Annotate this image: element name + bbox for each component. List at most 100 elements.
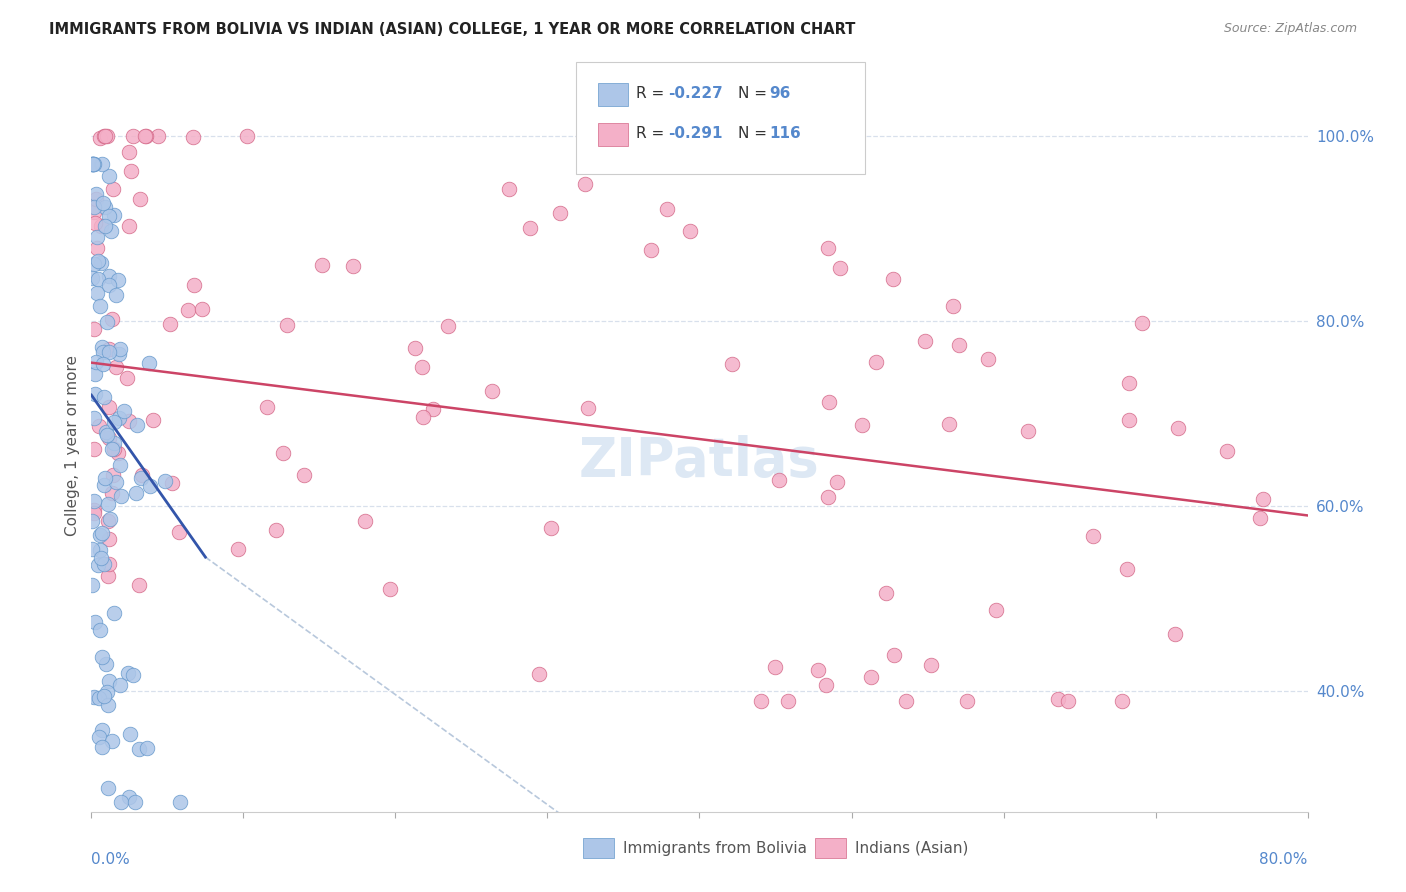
Point: [89, 130, 111, 145]
Point: [1166, 420, 1188, 434]
Point: [128, 741, 150, 756]
Point: [1216, 444, 1239, 458]
Point: [1130, 316, 1153, 330]
Point: [100, 486, 122, 500]
Point: [118, 219, 141, 234]
Point: [256, 400, 278, 414]
Point: [82, 271, 104, 285]
Point: [115, 370, 138, 384]
Point: [97, 278, 120, 293]
Point: [807, 663, 830, 677]
Point: [89, 299, 111, 313]
Point: [920, 658, 942, 673]
Point: [98, 343, 121, 357]
Point: [97, 569, 120, 583]
Point: [378, 582, 401, 596]
Point: [169, 796, 191, 810]
Point: [825, 475, 848, 490]
Point: [96, 657, 118, 671]
Point: [118, 414, 141, 428]
Point: [112, 403, 135, 417]
Text: N =: N =: [738, 127, 772, 141]
Point: [97, 169, 120, 183]
Point: [129, 192, 152, 206]
Text: 96: 96: [769, 87, 790, 101]
Point: [292, 468, 315, 483]
Point: [98, 557, 121, 571]
Point: [82, 156, 104, 170]
Text: 0.0%: 0.0%: [91, 852, 131, 867]
Point: [93, 477, 115, 491]
Point: [84, 192, 107, 206]
Point: [110, 796, 132, 810]
Point: [875, 586, 897, 600]
Point: [87, 691, 110, 706]
Point: [84, 187, 107, 202]
Point: [938, 417, 960, 431]
Point: [82, 541, 104, 556]
Point: [412, 409, 434, 424]
Text: R =: R =: [636, 127, 669, 141]
Point: [101, 442, 124, 456]
Point: [574, 177, 596, 191]
Point: [83, 506, 105, 520]
Point: [107, 273, 129, 287]
Point: [883, 648, 905, 662]
Point: [120, 164, 142, 178]
Point: [422, 402, 444, 417]
Point: [101, 182, 124, 196]
Point: [82, 514, 104, 528]
Point: [882, 272, 904, 286]
Point: [82, 156, 104, 170]
Point: [91, 156, 114, 170]
Point: [104, 475, 127, 489]
Point: [96, 685, 118, 699]
Point: [86, 241, 108, 255]
Point: [94, 200, 117, 214]
Point: [131, 468, 153, 483]
Point: [83, 200, 105, 214]
Point: [404, 341, 426, 355]
Point: [103, 435, 125, 450]
Point: [818, 395, 841, 409]
Point: [342, 259, 364, 273]
Point: [90, 723, 112, 738]
Point: [720, 357, 742, 371]
Point: [108, 342, 131, 356]
Point: [436, 318, 458, 333]
Point: [817, 241, 839, 255]
Point: [83, 442, 105, 457]
Point: [177, 303, 200, 318]
Text: Immigrants from Bolivia: Immigrants from Bolivia: [623, 841, 807, 855]
Point: [82, 578, 104, 592]
Point: [1046, 692, 1069, 706]
Point: [93, 690, 115, 704]
Point: [778, 693, 800, 707]
Point: [103, 208, 125, 222]
Point: [814, 678, 837, 692]
Point: [120, 727, 142, 741]
Point: [749, 693, 772, 707]
Point: [956, 693, 979, 707]
Point: [817, 490, 839, 504]
Point: [121, 128, 143, 143]
Point: [87, 272, 110, 286]
Text: R =: R =: [636, 87, 669, 101]
Point: [98, 209, 121, 223]
Point: [125, 418, 148, 433]
Point: [124, 796, 146, 810]
Point: [236, 128, 259, 143]
Point: [1253, 491, 1275, 506]
Point: [83, 494, 105, 508]
Point: [108, 411, 131, 425]
Point: [110, 489, 132, 503]
Point: [138, 356, 160, 370]
Point: [89, 527, 111, 541]
Point: [640, 243, 662, 257]
Text: -0.291: -0.291: [668, 127, 723, 141]
Point: [94, 470, 117, 484]
Point: [91, 345, 114, 359]
Point: [657, 202, 679, 217]
Point: [108, 347, 131, 361]
Point: [1116, 562, 1139, 576]
